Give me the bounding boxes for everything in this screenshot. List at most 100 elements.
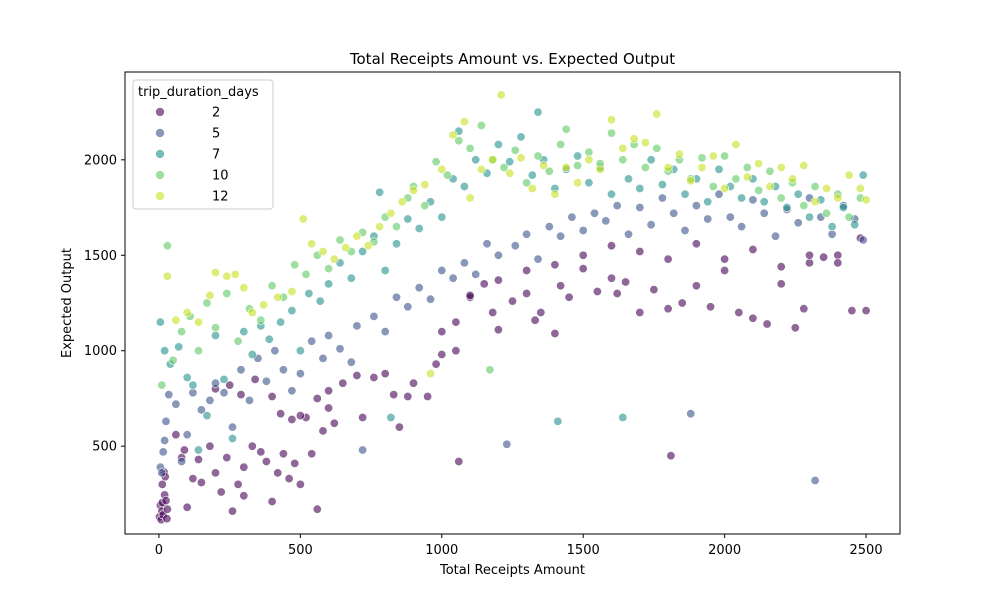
legend-marker-5 bbox=[155, 128, 165, 138]
data-point bbox=[245, 395, 255, 405]
y-tick-label: 1500 bbox=[84, 249, 117, 264]
data-point bbox=[601, 216, 611, 226]
data-point bbox=[669, 208, 679, 218]
data-point bbox=[640, 138, 650, 148]
data-point bbox=[782, 203, 792, 213]
data-point bbox=[295, 369, 305, 379]
data-point bbox=[431, 359, 441, 369]
data-point bbox=[635, 247, 645, 257]
data-point bbox=[315, 296, 325, 306]
data-point bbox=[850, 220, 860, 230]
data-point bbox=[522, 288, 532, 298]
data-point bbox=[703, 214, 713, 224]
data-point bbox=[833, 193, 843, 203]
data-point bbox=[261, 376, 271, 386]
data-point bbox=[516, 153, 526, 163]
data-point bbox=[623, 229, 633, 239]
data-point bbox=[216, 487, 226, 497]
data-point bbox=[677, 298, 687, 308]
y-tick-label: 2000 bbox=[84, 153, 117, 168]
data-point bbox=[290, 458, 300, 468]
data-point bbox=[391, 222, 401, 232]
data-point bbox=[403, 302, 413, 312]
data-point bbox=[205, 441, 215, 451]
data-point bbox=[527, 170, 537, 180]
data-point bbox=[556, 231, 566, 241]
data-point bbox=[329, 254, 339, 264]
data-point bbox=[697, 153, 707, 163]
data-point bbox=[612, 201, 622, 211]
data-point bbox=[324, 330, 334, 340]
data-point bbox=[663, 254, 673, 264]
data-point bbox=[804, 258, 814, 268]
data-point bbox=[493, 325, 503, 335]
data-point bbox=[278, 365, 288, 375]
x-tick-label: 1000 bbox=[425, 543, 458, 558]
data-point bbox=[423, 391, 433, 401]
data-point bbox=[233, 479, 243, 489]
data-point bbox=[499, 163, 509, 173]
data-point bbox=[157, 468, 167, 478]
data-point bbox=[236, 390, 246, 400]
data-point bbox=[177, 456, 187, 466]
data-point bbox=[375, 187, 385, 197]
legend: trip_duration_days 2 5 7 10 12 bbox=[132, 79, 274, 210]
data-point bbox=[295, 411, 305, 421]
data-point bbox=[448, 130, 458, 140]
data-point bbox=[714, 189, 724, 199]
data-point bbox=[256, 315, 266, 325]
data-point bbox=[358, 445, 368, 455]
data-point bbox=[442, 170, 452, 180]
data-point bbox=[708, 182, 718, 192]
data-point bbox=[391, 239, 401, 249]
data-point bbox=[437, 212, 447, 222]
data-point bbox=[493, 250, 503, 260]
legend-box bbox=[132, 79, 274, 210]
data-point bbox=[391, 292, 401, 302]
data-point bbox=[318, 426, 328, 436]
legend-marker-12 bbox=[155, 191, 165, 201]
data-point bbox=[762, 319, 772, 329]
data-point bbox=[556, 140, 566, 150]
data-point bbox=[578, 226, 588, 236]
data-point bbox=[352, 321, 362, 331]
data-point bbox=[182, 307, 192, 317]
data-point bbox=[759, 197, 769, 207]
data-point bbox=[256, 447, 266, 457]
data-point bbox=[158, 447, 168, 457]
data-point bbox=[533, 107, 543, 117]
x-tick-label: 500 bbox=[288, 543, 313, 558]
legend-label-2: 2 bbox=[212, 106, 220, 121]
data-point bbox=[168, 355, 178, 365]
data-point bbox=[307, 449, 317, 459]
data-point bbox=[408, 378, 418, 388]
data-point bbox=[211, 323, 221, 333]
data-point bbox=[522, 265, 532, 275]
data-point bbox=[454, 456, 464, 466]
data-point bbox=[454, 136, 464, 146]
data-point bbox=[431, 157, 441, 167]
data-point bbox=[742, 172, 752, 182]
data-point bbox=[731, 140, 741, 150]
data-point bbox=[273, 292, 283, 302]
data-point bbox=[770, 231, 780, 241]
data-point bbox=[776, 193, 786, 203]
legend-label-12: 12 bbox=[212, 190, 229, 205]
data-point bbox=[448, 273, 458, 283]
data-point bbox=[157, 479, 167, 489]
data-point bbox=[259, 300, 269, 310]
data-point bbox=[222, 288, 232, 298]
data-point bbox=[748, 313, 758, 323]
data-point bbox=[196, 477, 206, 487]
data-point bbox=[720, 151, 730, 161]
data-point bbox=[584, 155, 594, 165]
data-point bbox=[162, 514, 172, 524]
data-point bbox=[493, 140, 503, 150]
data-point bbox=[810, 182, 820, 192]
data-point bbox=[160, 346, 170, 356]
data-point bbox=[386, 208, 396, 218]
data-point bbox=[720, 254, 730, 264]
data-point bbox=[635, 307, 645, 317]
data-point bbox=[476, 121, 486, 131]
data-point bbox=[748, 195, 758, 205]
